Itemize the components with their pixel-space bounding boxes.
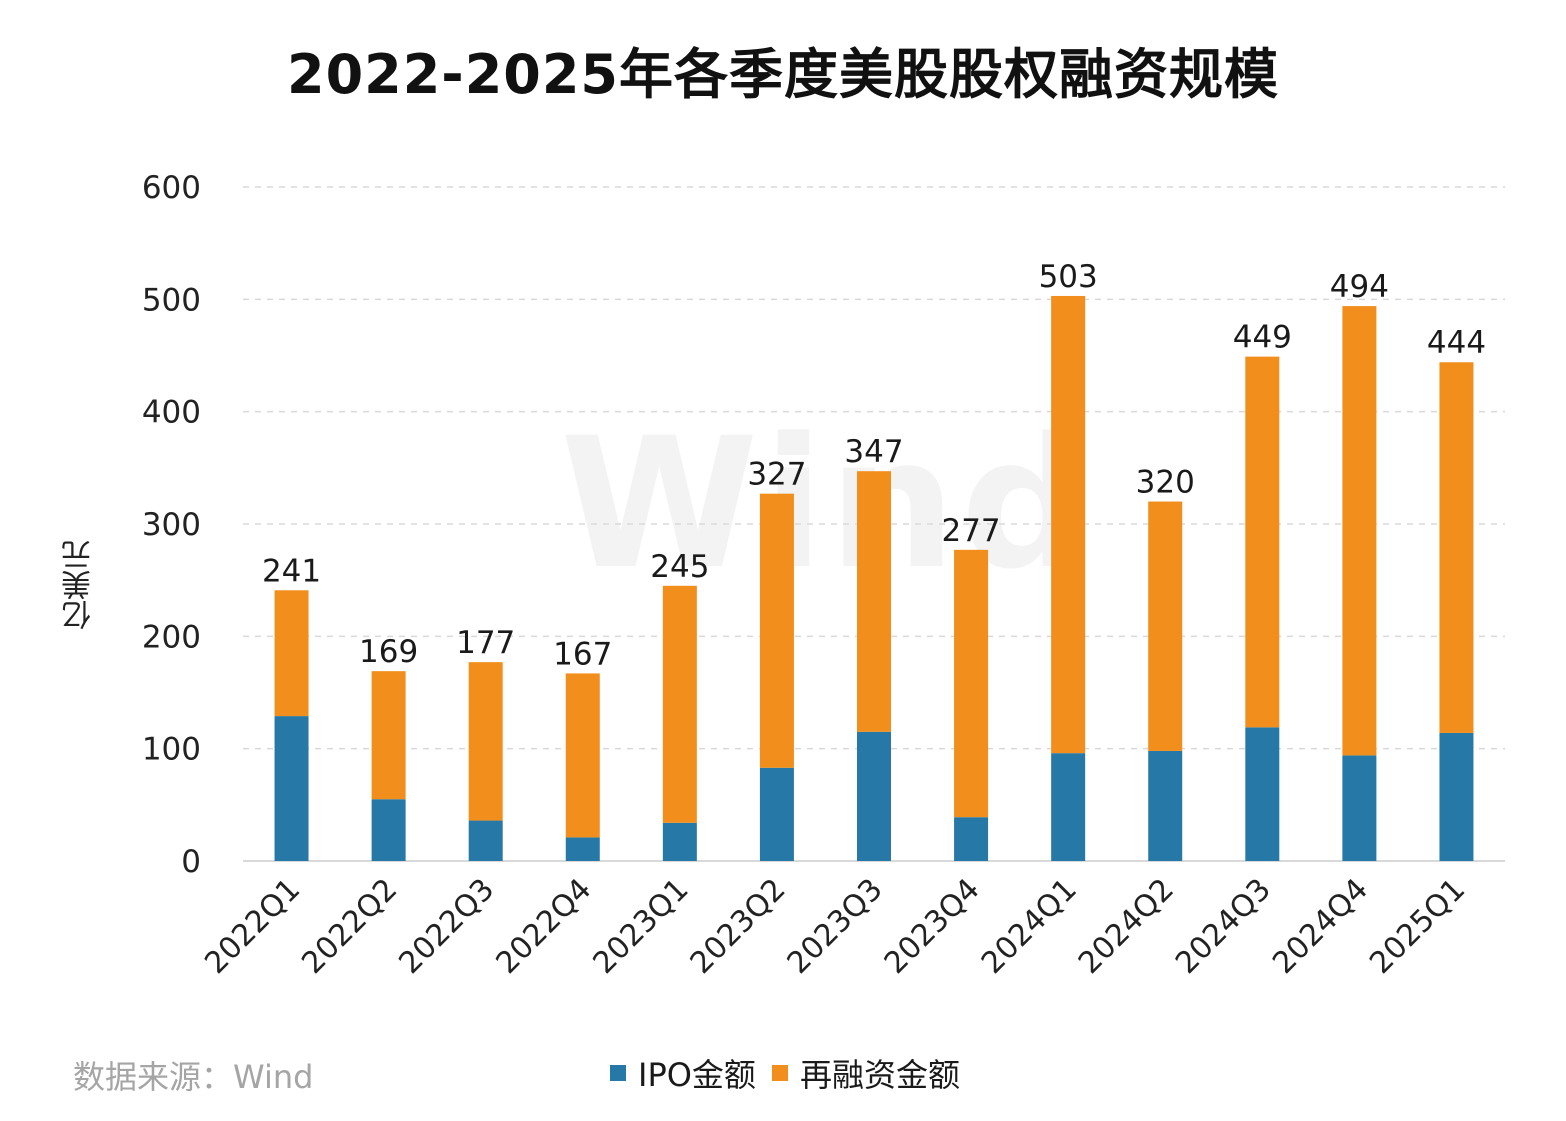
x-tick-label: 2022Q4 xyxy=(489,872,598,981)
bar-refinancing xyxy=(1342,306,1377,756)
legend-swatch-refinancing xyxy=(771,1065,788,1081)
x-tick-label: 2023Q2 xyxy=(684,872,793,981)
bar-ipo xyxy=(1051,753,1086,861)
bar-refinancing xyxy=(1439,362,1474,733)
y-tick-label: 500 xyxy=(142,282,201,318)
total-data-label: 503 xyxy=(1039,259,1098,295)
x-tick-label: 2022Q1 xyxy=(198,872,307,981)
total-data-label: 347 xyxy=(844,434,903,470)
total-data-label: 449 xyxy=(1233,320,1292,356)
bar-ipo xyxy=(857,731,891,861)
x-tick-label: 2024Q1 xyxy=(975,872,1084,981)
bar-refinancing xyxy=(274,590,309,717)
bar-ipo xyxy=(759,767,794,861)
y-tick-label: 400 xyxy=(142,395,201,431)
total-data-label: 494 xyxy=(1330,269,1389,305)
total-data-label: 169 xyxy=(359,634,418,670)
legend-item-ipo: IPO金额 xyxy=(610,1050,756,1096)
x-tick-label: 2023Q1 xyxy=(587,872,696,981)
x-tick-label: 2022Q2 xyxy=(295,872,404,981)
total-data-label: 327 xyxy=(747,457,806,493)
bar-refinancing xyxy=(662,585,697,823)
bar-ipo xyxy=(1342,755,1377,861)
legend-swatch-ipo xyxy=(610,1065,626,1081)
total-data-label: 277 xyxy=(941,513,1000,549)
x-tick-label: 2025Q1 xyxy=(1363,872,1472,981)
x-tick-label: 2022Q3 xyxy=(392,872,501,981)
watermark: Wind xyxy=(560,400,1094,609)
legend-label-refinancing: 再融资金额 xyxy=(799,1056,960,1094)
x-tick-label: 2024Q3 xyxy=(1169,872,1278,981)
bar-ipo xyxy=(1245,727,1280,861)
bar-ipo xyxy=(662,822,697,861)
y-tick-label: 300 xyxy=(142,507,201,543)
y-tick-label: 600 xyxy=(142,170,201,206)
bar-refinancing xyxy=(371,671,406,800)
total-data-label: 241 xyxy=(262,553,321,589)
legend-label-ipo: IPO金额 xyxy=(638,1056,756,1094)
total-data-label: 167 xyxy=(553,636,612,672)
total-data-label: 177 xyxy=(456,625,515,661)
x-tick-label: 2024Q4 xyxy=(1266,872,1375,981)
bar-refinancing xyxy=(857,471,891,732)
bar-ipo xyxy=(1148,750,1183,861)
bar-ipo xyxy=(274,716,309,861)
y-tick-label: 0 xyxy=(181,844,201,880)
bar-ipo xyxy=(1439,732,1474,861)
bar-refinancing xyxy=(954,549,989,818)
x-tick-label: 2023Q4 xyxy=(878,872,987,981)
bar-ipo xyxy=(565,837,600,861)
source-note: 数据来源：Wind xyxy=(73,1058,314,1096)
y-tick-label: 200 xyxy=(142,619,201,655)
x-tick-label: 2024Q2 xyxy=(1072,872,1181,981)
chart-title: 2022-2025年各季度美股股权融资规模 xyxy=(287,43,1279,106)
bar-refinancing xyxy=(1148,501,1183,751)
x-tick-label: 2023Q3 xyxy=(781,872,890,981)
bar-refinancing xyxy=(565,673,600,838)
y-tick-label: 100 xyxy=(142,732,201,768)
bar-refinancing xyxy=(468,662,503,821)
total-data-label: 320 xyxy=(1136,465,1195,501)
bar-refinancing xyxy=(759,493,794,768)
y-axis-label: 亿美元 xyxy=(62,540,97,630)
bar-ipo xyxy=(954,817,989,861)
total-data-label: 245 xyxy=(650,549,709,585)
total-data-label: 444 xyxy=(1427,325,1486,361)
legend-item-refinancing: 再融资金额 xyxy=(771,1050,960,1096)
bar-ipo xyxy=(468,820,503,861)
bar-ipo xyxy=(371,799,406,861)
bar-refinancing xyxy=(1245,356,1280,728)
legend: IPO金额 再融资金额 xyxy=(610,1050,976,1096)
bar-refinancing xyxy=(1051,295,1086,754)
